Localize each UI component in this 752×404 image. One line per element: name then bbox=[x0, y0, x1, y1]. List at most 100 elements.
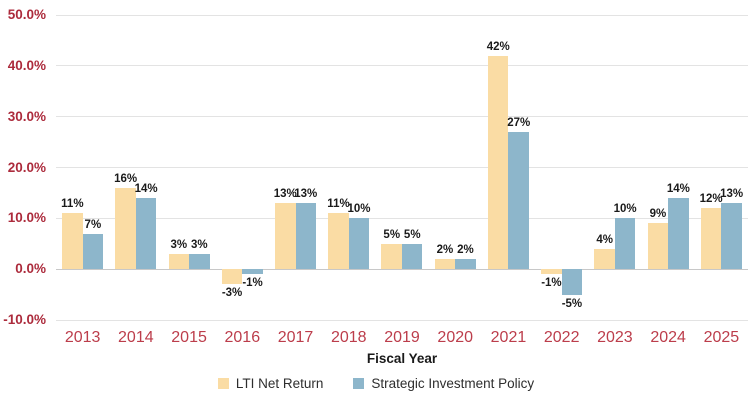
legend-item-strategic-investment-policy: Strategic Investment Policy bbox=[353, 376, 534, 391]
gridline bbox=[56, 167, 748, 168]
bar-value-label: 5% bbox=[383, 228, 401, 241]
bar-value-label: 11% bbox=[61, 198, 84, 211]
bar-value-label: 16% bbox=[114, 172, 138, 185]
bar-value-label: 5% bbox=[403, 228, 421, 241]
bar-sip bbox=[401, 243, 423, 270]
x-tick-label: 2018 bbox=[330, 329, 367, 346]
x-tick-label: 2015 bbox=[171, 329, 207, 346]
x-tick-label: 2021 bbox=[490, 329, 527, 346]
bar-lti bbox=[62, 213, 83, 270]
bar-sip bbox=[455, 259, 476, 270]
bar-sip bbox=[614, 218, 636, 270]
bar-lti bbox=[275, 203, 296, 270]
x-tick-label: 2020 bbox=[437, 329, 474, 346]
bar-group: 11% 10% 2018 bbox=[322, 15, 375, 346]
legend-label: LTI Net Return bbox=[235, 376, 324, 391]
bar-value-label: 10% bbox=[613, 203, 637, 216]
bar-value-label: 42% bbox=[486, 40, 510, 53]
bar-value-label: 4% bbox=[596, 233, 613, 246]
bar-value-label: 27% bbox=[507, 116, 531, 129]
bar-group: 3% 3% 2015 bbox=[162, 15, 215, 346]
bar-value-label: 2% bbox=[457, 244, 474, 256]
gridline bbox=[56, 217, 748, 219]
bar-value-label: 3% bbox=[170, 238, 188, 251]
y-tick-label: 50.0% bbox=[7, 7, 46, 22]
bar-group: -1% -5% 2022 bbox=[535, 15, 588, 346]
y-tick-label: 40.0% bbox=[7, 57, 46, 73]
lti-net-return-swatch-icon bbox=[217, 378, 229, 389]
bar-group: 5% 5% 2019 bbox=[375, 15, 428, 346]
gridline bbox=[56, 14, 748, 16]
bar-lti bbox=[381, 243, 402, 270]
y-tick-label: 30.0% bbox=[7, 108, 46, 124]
bar-group: 2% 2% 2020 bbox=[429, 15, 482, 346]
bar-lti bbox=[115, 187, 136, 270]
x-tick-label: 2022 bbox=[543, 329, 580, 346]
plot-area: 11% 7% 2013 16% 14% 2014 3% 3% 2015 -3% -1% 2016 13%… bbox=[56, 14, 748, 346]
bar-lti bbox=[647, 223, 669, 270]
bar-group: 16% 14% 2014 bbox=[109, 15, 162, 346]
bar-lti bbox=[487, 55, 509, 270]
bar-value-label: 7% bbox=[84, 218, 102, 231]
bar-sip bbox=[348, 218, 370, 270]
bar-value-label: 13% bbox=[720, 188, 744, 201]
bar-value-label: -1% bbox=[541, 277, 562, 290]
bar-value-label: -1% bbox=[242, 277, 263, 290]
bar-lti bbox=[594, 248, 615, 270]
bar-sip bbox=[189, 253, 210, 270]
bar-lti bbox=[168, 253, 190, 270]
bar-sip bbox=[242, 269, 263, 275]
bar-value-label: 2% bbox=[436, 244, 454, 256]
bar-sip bbox=[82, 233, 104, 270]
bar-value-label: 11% bbox=[327, 198, 350, 211]
x-tick-label: 2014 bbox=[118, 329, 154, 346]
bar-sip bbox=[721, 203, 742, 270]
legend-item-lti-net-return: LTI Net Return bbox=[217, 376, 324, 391]
x-tick-label: 2017 bbox=[277, 329, 314, 346]
y-tick-label: 0.0% bbox=[15, 261, 46, 277]
bar-value-label: 10% bbox=[347, 203, 371, 216]
bar-value-label: -3% bbox=[221, 287, 243, 300]
bar-group: 12% 13% 2025 bbox=[695, 15, 748, 346]
bar-value-label: 13% bbox=[273, 188, 297, 201]
y-tick-label: -10.0% bbox=[3, 312, 46, 327]
bar-sip bbox=[295, 203, 317, 270]
x-tick-label: 2016 bbox=[224, 329, 261, 346]
bar-group: 4% 10% 2023 bbox=[588, 15, 641, 346]
bar-value-label: -5% bbox=[561, 297, 583, 310]
x-tick-label: 2013 bbox=[64, 329, 101, 346]
bar-value-label: 9% bbox=[649, 208, 667, 221]
bar-lti bbox=[328, 213, 349, 270]
strategic-investment-policy-swatch-icon bbox=[353, 378, 365, 389]
x-tick-label: 2019 bbox=[384, 329, 420, 346]
bar-value-label: 14% bbox=[666, 183, 690, 195]
gridline bbox=[56, 319, 748, 321]
bar-sip bbox=[135, 198, 157, 270]
bar-value-label: 13% bbox=[294, 188, 318, 201]
bar-sip bbox=[561, 269, 583, 295]
bar-lti bbox=[700, 208, 722, 270]
bar-sip bbox=[668, 198, 689, 270]
gridline bbox=[56, 268, 748, 270]
bar-value-label: 3% bbox=[191, 238, 208, 251]
bar-group: 11% 7% 2013 bbox=[56, 15, 109, 346]
y-tick-label: 20.0% bbox=[7, 159, 46, 175]
x-axis-title: Fiscal Year bbox=[366, 351, 438, 366]
bar-lti bbox=[434, 259, 456, 270]
x-tick-label: 2025 bbox=[703, 329, 740, 346]
legend: LTI Net Return Strategic Investment Poli… bbox=[0, 376, 752, 391]
bar-group: -3% -1% 2016 bbox=[216, 15, 269, 346]
gridline bbox=[56, 65, 748, 67]
gridline bbox=[56, 116, 748, 118]
y-tick-label: 10.0% bbox=[7, 210, 46, 226]
legend-label: Strategic Investment Policy bbox=[371, 376, 535, 391]
bar-lti bbox=[221, 269, 243, 285]
bar-group: 42% 27% 2021 bbox=[482, 15, 535, 346]
bar-group: 13% 13% 2017 bbox=[269, 15, 322, 346]
x-tick-label: 2024 bbox=[650, 329, 686, 346]
x-tick-label: 2023 bbox=[597, 329, 633, 346]
bar-lti bbox=[541, 269, 562, 275]
bar-value-label: 14% bbox=[134, 183, 158, 195]
bar-group: 9% 14% 2024 bbox=[642, 15, 695, 346]
